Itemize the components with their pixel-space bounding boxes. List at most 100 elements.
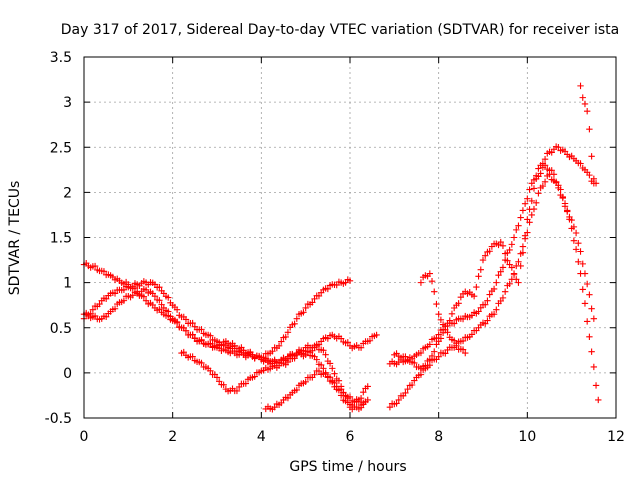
data-point-fill — [402, 389, 409, 397]
data-point-fill — [577, 160, 584, 167]
y-tick-label: 0.5 — [50, 321, 72, 337]
data-point-fill — [459, 337, 467, 345]
data-point-fill — [521, 200, 529, 207]
series-track-e — [262, 367, 367, 413]
x-tick-label: 0 — [80, 429, 89, 445]
data-point-fill — [96, 300, 103, 308]
data-point-fill — [501, 250, 509, 257]
y-tick-label: 0 — [63, 366, 72, 382]
data-point — [555, 144, 562, 151]
data-point-fill — [570, 237, 578, 244]
data-point-fill — [533, 199, 540, 207]
data-point-fill — [233, 387, 241, 395]
data-point-fill — [344, 399, 351, 406]
data-point — [404, 385, 411, 393]
y-tick-label: 1.5 — [50, 231, 72, 247]
data-point — [572, 229, 580, 237]
data-point-fill — [393, 400, 400, 407]
data-point — [426, 356, 433, 363]
data-point — [588, 153, 595, 160]
data-point — [426, 270, 433, 277]
data-point-fill — [120, 297, 128, 304]
data-point-fill — [450, 337, 458, 344]
data-point — [151, 292, 159, 300]
data-point-fill — [590, 363, 598, 371]
data-point-fill — [315, 292, 323, 300]
data-point-fill — [291, 355, 298, 362]
data-point — [360, 401, 367, 408]
data-point — [541, 162, 549, 169]
data-point-fill — [450, 320, 458, 327]
data-point-fill — [91, 262, 99, 270]
data-point-fill — [300, 309, 307, 316]
data-point — [493, 306, 500, 313]
data-point-fill — [428, 277, 436, 285]
data-point-fill — [140, 293, 148, 300]
data-point-fill — [535, 190, 542, 197]
chart-title: Day 317 of 2017, Sidereal Day-to-day VTE… — [61, 22, 619, 38]
data-point-fill — [411, 359, 418, 367]
data-point — [583, 107, 591, 115]
data-point-fill — [588, 305, 595, 312]
data-point — [293, 315, 300, 322]
data-point-fill — [322, 351, 329, 358]
data-point — [581, 100, 589, 108]
data-point-fill — [521, 232, 529, 239]
data-point-fill — [448, 310, 456, 318]
data-point — [497, 238, 504, 246]
data-point-fill — [402, 353, 409, 360]
data-point-fill — [156, 284, 163, 291]
series-track-h — [391, 162, 602, 404]
data-point — [462, 349, 469, 357]
data-point — [320, 347, 327, 354]
x-tick-label: 2 — [168, 429, 177, 445]
data-point-fill — [519, 249, 527, 256]
data-point-fill — [530, 185, 538, 192]
data-point-fill — [437, 316, 445, 323]
data-point-fill — [575, 239, 582, 247]
data-point — [470, 292, 478, 300]
data-point — [213, 374, 221, 381]
data-point-fill — [220, 381, 227, 388]
data-point — [577, 270, 584, 277]
data-point-fill — [586, 171, 593, 179]
data-point-fill — [499, 242, 507, 250]
data-point-fill — [548, 167, 555, 174]
x-axis-label: GPS time / hours — [289, 459, 406, 475]
data-point-fill — [442, 323, 449, 330]
data-point-fill — [207, 332, 214, 339]
data-point — [444, 329, 451, 336]
data-point-fill — [313, 342, 320, 350]
data-point-fill — [517, 214, 524, 221]
data-point-fill — [513, 276, 520, 283]
data-point-fill — [357, 394, 365, 402]
data-point-fill — [435, 331, 442, 338]
data-point-fill — [173, 306, 181, 313]
data-point-fill — [537, 170, 544, 177]
data-point-fill — [293, 386, 300, 394]
data-point — [395, 396, 402, 404]
data-point-fill — [572, 246, 580, 253]
data-point-fill — [508, 241, 516, 248]
data-point-fill — [173, 318, 181, 326]
data-point-fill — [426, 341, 433, 348]
data-point-fill — [457, 294, 465, 301]
data-point-fill — [541, 156, 549, 163]
data-point-fill — [526, 206, 533, 213]
data-point-fill — [165, 308, 172, 315]
y-tick-label: 2.5 — [50, 140, 72, 156]
data-point-fill — [486, 291, 493, 298]
data-point-fill — [579, 260, 586, 268]
data-point-fill — [366, 337, 374, 344]
data-point-fill — [442, 350, 449, 357]
data-point-fill — [282, 333, 289, 341]
data-point — [364, 383, 371, 390]
data-point-fill — [586, 291, 593, 298]
data-point-fill — [506, 246, 513, 254]
x-tick-label: 10 — [518, 429, 536, 445]
data-point — [275, 342, 283, 349]
data-point-fill — [583, 280, 591, 288]
data-point-fill — [322, 370, 329, 378]
data-point — [590, 315, 598, 322]
